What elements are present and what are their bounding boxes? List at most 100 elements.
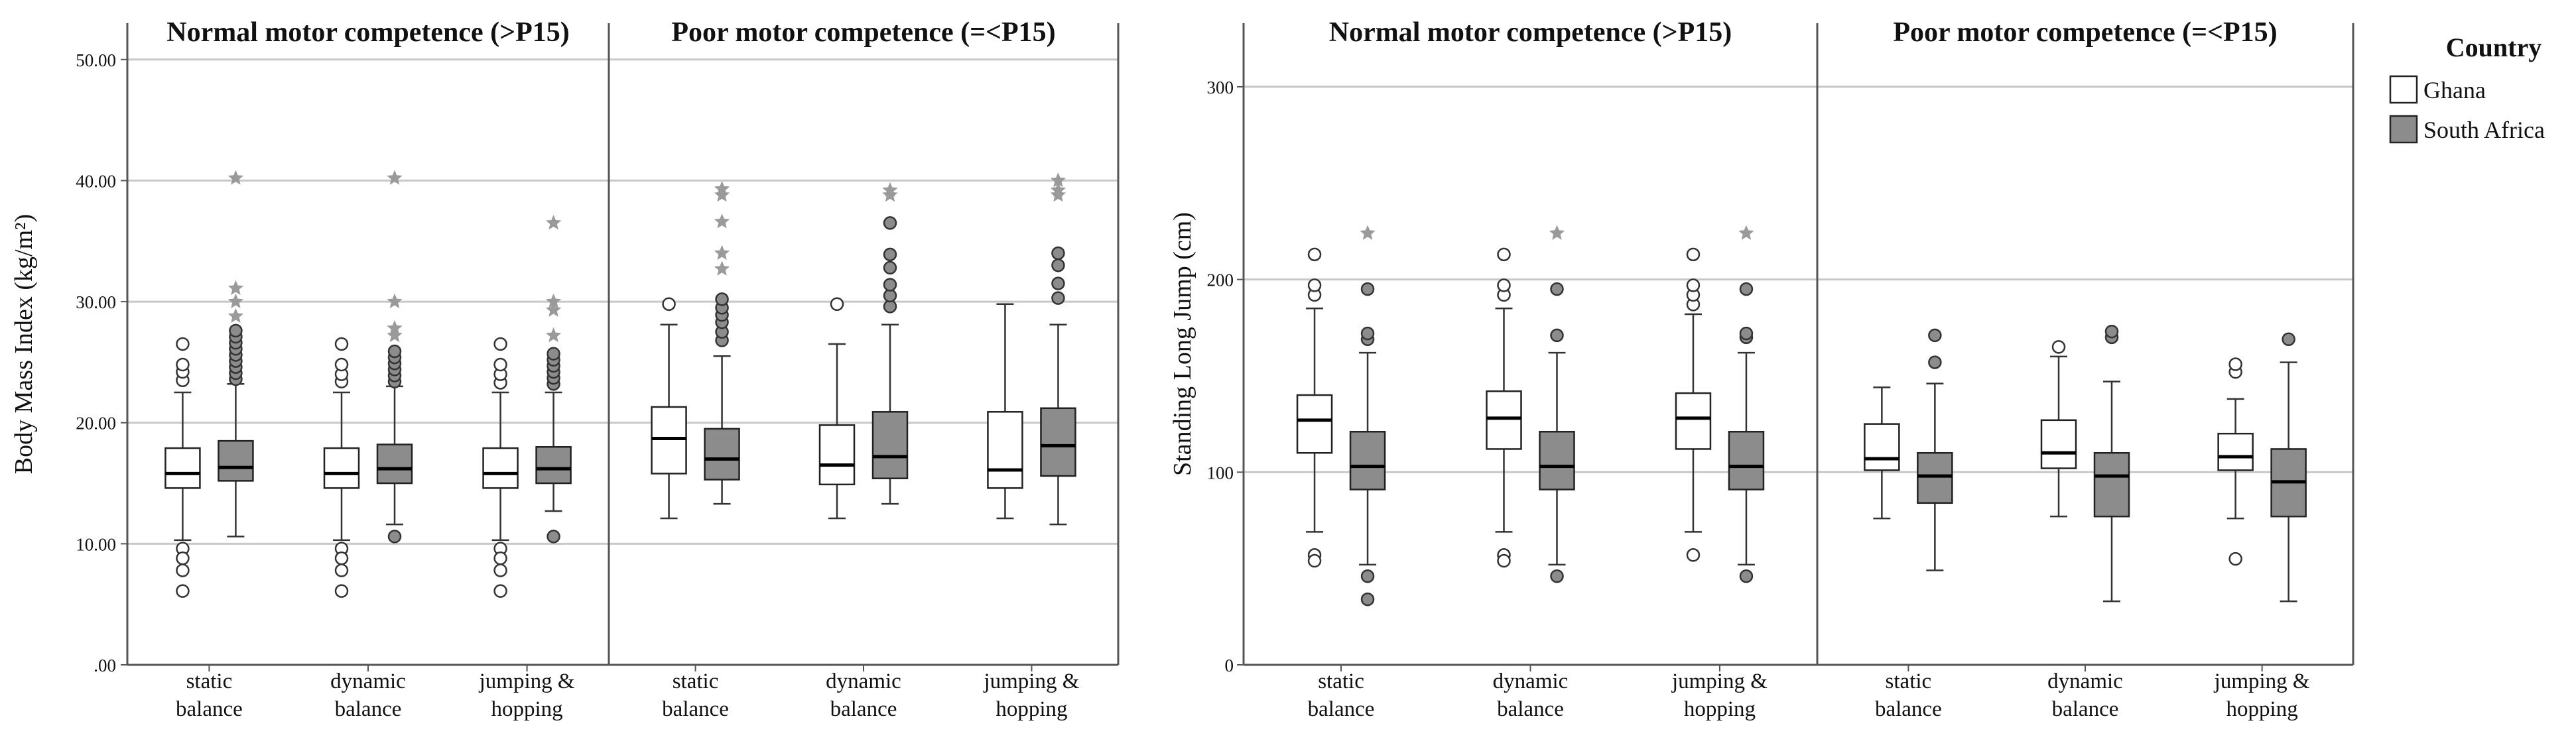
box-ghana <box>2217 357 2254 566</box>
standing-long-jump-chart: 0 100 200 300 Standing Long Jump (cm) Normal … <box>1169 17 2354 721</box>
extreme-point <box>227 170 244 185</box>
box-south-africa <box>871 182 909 505</box>
outlier-point <box>176 563 190 577</box>
outlier-point <box>2104 324 2119 339</box>
legend: Country Ghana South Africa <box>2389 32 2545 144</box>
outlier-point <box>1686 247 1701 262</box>
extreme-point <box>387 170 403 185</box>
outlier-point <box>493 337 507 351</box>
outlier-point <box>1686 278 1701 292</box>
panel-title: Poor motor competence (=<P15) <box>1893 17 2277 48</box>
outlier-point <box>883 216 897 230</box>
category-label: hopping <box>996 697 1067 721</box>
box-ghana <box>987 303 1023 520</box>
category-label: balance <box>1497 697 1564 721</box>
y-tick-label: 200 <box>1207 270 1234 290</box>
outlier-point <box>1360 326 1375 341</box>
extreme-point <box>714 213 730 229</box>
outlier-point <box>1307 247 1322 262</box>
box-iqr <box>323 447 360 489</box>
outlier-point <box>176 551 190 565</box>
outlier-point <box>493 584 507 598</box>
extreme-point <box>545 215 562 230</box>
box-iqr <box>1864 423 1900 471</box>
box-ghana <box>164 337 201 598</box>
category-label: static <box>1886 669 1932 693</box>
outlier-point <box>2051 340 2066 354</box>
outlier-point <box>1739 282 1754 296</box>
outlier-point <box>2228 551 2242 566</box>
category-label: jumping & <box>983 669 1079 693</box>
category-label: jumping & <box>1671 669 1768 693</box>
box-ghana <box>2040 340 2077 518</box>
y-axis-label: Standing Long Jump (cm) <box>1169 212 1196 476</box>
outlier-point <box>334 551 349 565</box>
extreme-point <box>714 180 730 196</box>
outlier-point <box>334 584 349 598</box>
extreme-point <box>545 293 562 309</box>
outlier-point <box>334 563 349 577</box>
extreme-point <box>387 327 403 343</box>
extreme-point <box>1738 225 1754 240</box>
outlier-point <box>662 297 676 311</box>
extreme-point <box>387 293 403 309</box>
extreme-point <box>1360 225 1376 240</box>
legend-title: Country <box>2446 32 2542 62</box>
category-label: hopping <box>2226 697 2298 721</box>
outlier-point <box>1360 569 1375 583</box>
outlier-point <box>830 297 844 311</box>
legend-label-south-africa: South Africa <box>2423 117 2545 143</box>
box-south-africa <box>704 180 740 505</box>
outlier-point <box>1360 592 1375 607</box>
category-label: balance <box>2052 697 2119 721</box>
panel-title: Normal motor competence (>P15) <box>1329 17 1732 48</box>
panel-title: Normal motor competence (>P15) <box>166 17 569 48</box>
outlier-point <box>1360 282 1375 296</box>
y-tick-label: 100 <box>1207 463 1234 483</box>
box-south-africa <box>2093 324 2130 603</box>
box-south-africa <box>1349 225 1386 607</box>
box-iqr <box>1486 390 1522 450</box>
box-ghana <box>1864 386 1900 520</box>
extreme-point <box>387 319 403 335</box>
box-iqr <box>1349 431 1386 491</box>
extreme-point <box>1050 172 1066 188</box>
outlier-point <box>1928 328 1942 343</box>
y-tick-label: 0 <box>1225 656 1234 675</box>
outlier-point <box>1307 553 1322 568</box>
box-south-africa <box>1728 225 1765 583</box>
box-iqr <box>535 445 572 485</box>
y-tick-label: .00 <box>94 656 116 675</box>
box-iqr <box>164 447 201 489</box>
legend-swatch-south-africa <box>2389 115 2418 144</box>
category-label: balance <box>335 697 402 721</box>
outlier-point <box>1497 278 1511 292</box>
category-label: hopping <box>1684 697 1756 721</box>
category-label: static <box>186 669 233 693</box>
box-ghana <box>482 337 519 598</box>
box-iqr <box>218 439 254 482</box>
category-label: dynamic <box>826 669 901 693</box>
extreme-point <box>1050 182 1066 197</box>
category-label: dynamic <box>1493 669 1569 693</box>
outlier-point <box>1686 548 1701 562</box>
extreme-point <box>227 293 244 309</box>
extreme-point <box>714 187 730 202</box>
outlier-point <box>1497 553 1511 568</box>
outlier-point <box>715 292 729 306</box>
y-tick-label: 300 <box>1207 78 1234 97</box>
box-ghana <box>1296 247 1333 568</box>
box-ghana <box>1486 247 1522 568</box>
outlier-point <box>387 344 402 359</box>
outlier-point <box>547 530 560 544</box>
box-south-africa <box>1040 172 1076 526</box>
box-iqr <box>1296 394 1333 454</box>
y-tick-label: 30.00 <box>76 292 116 312</box>
box-iqr <box>1675 392 1712 450</box>
category-label: hopping <box>491 697 562 721</box>
outlier-point <box>334 357 349 372</box>
y-tick-label: 40.00 <box>76 171 116 191</box>
box-south-africa <box>1539 225 1575 583</box>
outlier-point <box>1550 328 1564 343</box>
